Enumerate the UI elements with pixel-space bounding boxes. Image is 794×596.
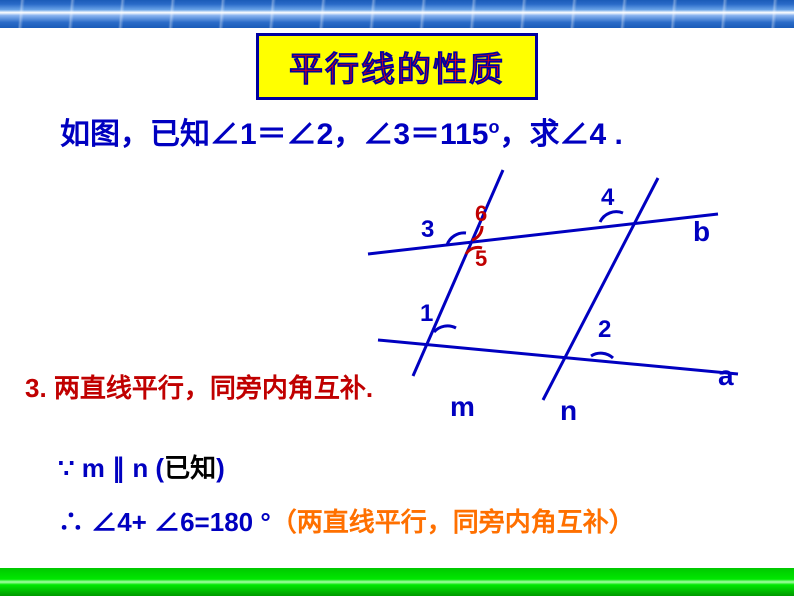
degree-symbol: o [488, 117, 499, 137]
problem-statement: 如图，已知∠1＝∠2，∠3＝115o，求∠4 . [60, 109, 623, 153]
proof1-suffix: ) [216, 453, 225, 483]
diagram-svg [348, 158, 758, 438]
bottom-decorative-band [0, 568, 794, 596]
geometry-diagram: 3 6 5 4 1 2 b a m n [348, 158, 758, 438]
label-angle6: 6 [475, 201, 487, 227]
proof1-prefix: ∵ m ∥ n ( [58, 453, 164, 483]
label-angle2: 2 [598, 316, 611, 344]
label-angle4: 4 [601, 184, 614, 212]
proof1-known: 已知 [164, 453, 216, 483]
label-line-n: n [560, 395, 577, 427]
title-text: 平行线的性质 [289, 42, 505, 91]
step-3-statement: 3. 两直线平行，同旁内角互补. [25, 368, 373, 405]
label-angle1: 1 [420, 300, 433, 328]
arc-angle2 [591, 353, 613, 358]
proof2-reason: （两直线平行，同旁内角互补） [271, 507, 635, 537]
label-angle5: 5 [475, 246, 487, 272]
proof2-prefix: ∴ ∠4+ ∠6=180 ° [58, 507, 271, 537]
top-decorative-band [0, 0, 794, 28]
label-angle3: 3 [421, 216, 434, 244]
proof-line-1: ∵ m ∥ n (已知) [58, 448, 225, 485]
label-line-b: b [693, 216, 710, 248]
proof-line-2: ∴ ∠4+ ∠6=180 °（两直线平行，同旁内角互补） [58, 502, 635, 539]
problem-part2: ，求∠4 . [499, 118, 622, 151]
label-line-a: a [718, 360, 734, 392]
title-box: 平行线的性质 [256, 33, 538, 100]
problem-part1: 如图，已知∠1＝∠2，∠3＝115 [60, 118, 488, 151]
line-m [413, 170, 503, 376]
arc-angle4 [600, 212, 623, 222]
label-line-m: m [450, 391, 475, 423]
arc-angle1 [434, 326, 456, 332]
